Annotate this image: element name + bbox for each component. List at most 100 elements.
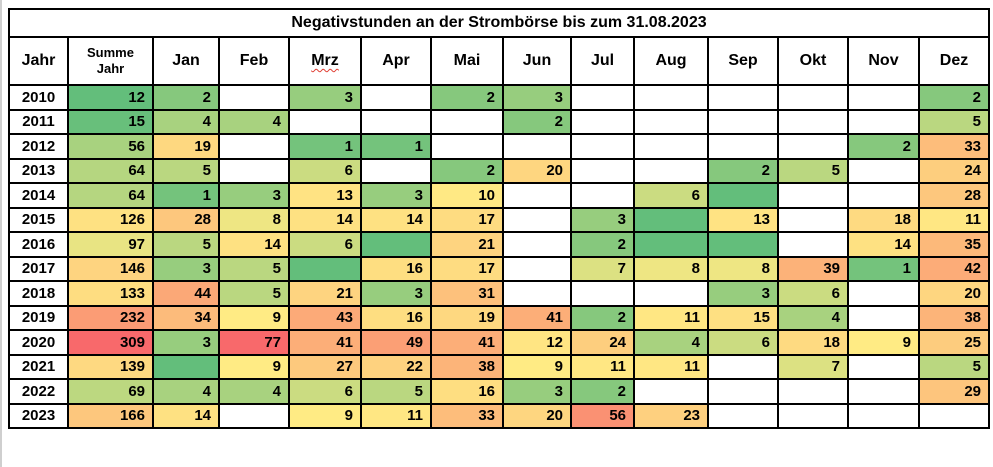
month-value-cell: 3 bbox=[707, 280, 779, 307]
month-value-cell: 3 bbox=[360, 182, 432, 209]
sum-cell: 232 bbox=[67, 304, 154, 331]
column-header-okt: Okt bbox=[777, 36, 849, 86]
month-value-cell: 1 bbox=[360, 133, 432, 160]
month-value-cell bbox=[218, 157, 290, 184]
month-value-cell: 77 bbox=[218, 329, 290, 356]
month-value-cell bbox=[633, 84, 709, 111]
month-value-cell bbox=[777, 402, 849, 429]
month-value-cell: 20 bbox=[502, 157, 572, 184]
month-value-cell bbox=[570, 133, 635, 160]
month-value-cell: 34 bbox=[152, 304, 220, 331]
month-value-cell: 2 bbox=[570, 378, 635, 405]
column-header-sep: Sep bbox=[707, 36, 779, 86]
table-row: 2014 64 1 3 13 3 10 6 28 bbox=[8, 182, 990, 209]
year-cell: 2015 bbox=[8, 206, 69, 233]
sum-cell: 97 bbox=[67, 231, 154, 258]
table-row: 2023 166 14 9 11 33 20 56 23 bbox=[8, 402, 990, 429]
column-header-nov: Nov bbox=[847, 36, 920, 86]
negativstunden-table: Negativstunden an der Strombörse bis zum… bbox=[8, 8, 990, 429]
month-value-cell: 3 bbox=[218, 182, 290, 209]
month-value-cell: 43 bbox=[288, 304, 362, 331]
month-value-cell bbox=[633, 206, 709, 233]
year-cell: 2021 bbox=[8, 353, 69, 380]
month-value-cell: 2 bbox=[502, 108, 572, 135]
sum-cell: 166 bbox=[67, 402, 154, 429]
table-row: 2018 133 44 5 21 3 31 3 6 20 bbox=[8, 280, 990, 307]
month-value-cell: 8 bbox=[633, 255, 709, 282]
month-value-cell: 18 bbox=[777, 329, 849, 356]
month-value-cell bbox=[288, 255, 362, 282]
column-header-summe-jahr: Summe Jahr bbox=[67, 36, 154, 86]
month-value-cell: 31 bbox=[430, 280, 504, 307]
sum-cell: 12 bbox=[67, 84, 154, 111]
column-header-jan: Jan bbox=[152, 36, 220, 86]
month-value-cell bbox=[502, 231, 572, 258]
month-value-cell: 39 bbox=[777, 255, 849, 282]
month-value-cell bbox=[707, 231, 779, 258]
column-header-feb: Feb bbox=[218, 36, 290, 86]
month-value-cell: 9 bbox=[288, 402, 362, 429]
year-cell: 2018 bbox=[8, 280, 69, 307]
month-value-cell: 5 bbox=[152, 157, 220, 184]
month-value-cell: 38 bbox=[430, 353, 504, 380]
month-value-cell: 14 bbox=[847, 231, 920, 258]
table-row: 2011 15 4 4 2 5 bbox=[8, 108, 990, 135]
spreadsheet-area: Negativstunden an der Strombörse bis zum… bbox=[8, 8, 990, 429]
month-value-cell: 5 bbox=[152, 231, 220, 258]
month-value-cell bbox=[633, 157, 709, 184]
month-value-cell bbox=[847, 157, 920, 184]
sum-cell: 133 bbox=[67, 280, 154, 307]
month-value-cell: 5 bbox=[777, 157, 849, 184]
month-value-cell bbox=[570, 182, 635, 209]
month-value-cell bbox=[360, 157, 432, 184]
month-value-cell: 14 bbox=[218, 231, 290, 258]
sum-cell: 15 bbox=[67, 108, 154, 135]
column-header-label: Nov bbox=[868, 52, 899, 69]
month-value-cell bbox=[777, 108, 849, 135]
column-header-jul: Jul bbox=[570, 36, 635, 86]
month-value-cell: 9 bbox=[847, 329, 920, 356]
month-value-cell: 6 bbox=[707, 329, 779, 356]
year-cell: 2012 bbox=[8, 133, 69, 160]
month-value-cell: 13 bbox=[707, 206, 779, 233]
month-value-cell: 16 bbox=[360, 255, 432, 282]
month-value-cell: 2 bbox=[847, 133, 920, 160]
month-value-cell bbox=[633, 378, 709, 405]
month-value-cell: 24 bbox=[570, 329, 635, 356]
column-header-dez: Dez bbox=[918, 36, 990, 86]
month-value-cell: 28 bbox=[918, 182, 990, 209]
month-value-cell: 35 bbox=[918, 231, 990, 258]
year-cell: 2010 bbox=[8, 84, 69, 111]
year-cell: 2011 bbox=[8, 108, 69, 135]
year-cell: 2017 bbox=[8, 255, 69, 282]
month-value-cell: 2 bbox=[918, 84, 990, 111]
month-value-cell: 1 bbox=[847, 255, 920, 282]
month-value-cell bbox=[502, 255, 572, 282]
month-value-cell bbox=[633, 231, 709, 258]
month-value-cell bbox=[288, 108, 362, 135]
column-header-mai: Mai bbox=[430, 36, 504, 86]
table-row: 2017 146 3 5 16 17 7 8 8 39 1 42 bbox=[8, 255, 990, 282]
year-cell: 2016 bbox=[8, 231, 69, 258]
column-header-label: Mrz bbox=[311, 52, 339, 69]
table-row: 2015 126 28 8 14 14 17 3 13 18 11 bbox=[8, 206, 990, 233]
month-value-cell: 3 bbox=[360, 280, 432, 307]
month-value-cell bbox=[570, 157, 635, 184]
month-value-cell bbox=[218, 402, 290, 429]
year-cell: 2023 bbox=[8, 402, 69, 429]
column-header-label: Sep bbox=[728, 52, 758, 69]
month-value-cell bbox=[633, 280, 709, 307]
month-value-cell: 8 bbox=[707, 255, 779, 282]
month-value-cell: 16 bbox=[430, 378, 504, 405]
month-value-cell bbox=[777, 378, 849, 405]
month-value-cell bbox=[918, 402, 990, 429]
header-row: Jahr Summe Jahr Jan Feb Mrz Apr Mai Jun Jul Aug Se… bbox=[8, 36, 990, 86]
month-value-cell bbox=[360, 84, 432, 111]
column-header-label: Jun bbox=[522, 52, 552, 69]
table-title: Negativstunden an der Strombörse bis zum… bbox=[8, 8, 990, 38]
month-value-cell: 19 bbox=[152, 133, 220, 160]
month-value-cell bbox=[777, 206, 849, 233]
month-value-cell: 3 bbox=[570, 206, 635, 233]
month-value-cell: 11 bbox=[570, 353, 635, 380]
table-row: 2012 56 19 1 1 2 33 bbox=[8, 133, 990, 160]
